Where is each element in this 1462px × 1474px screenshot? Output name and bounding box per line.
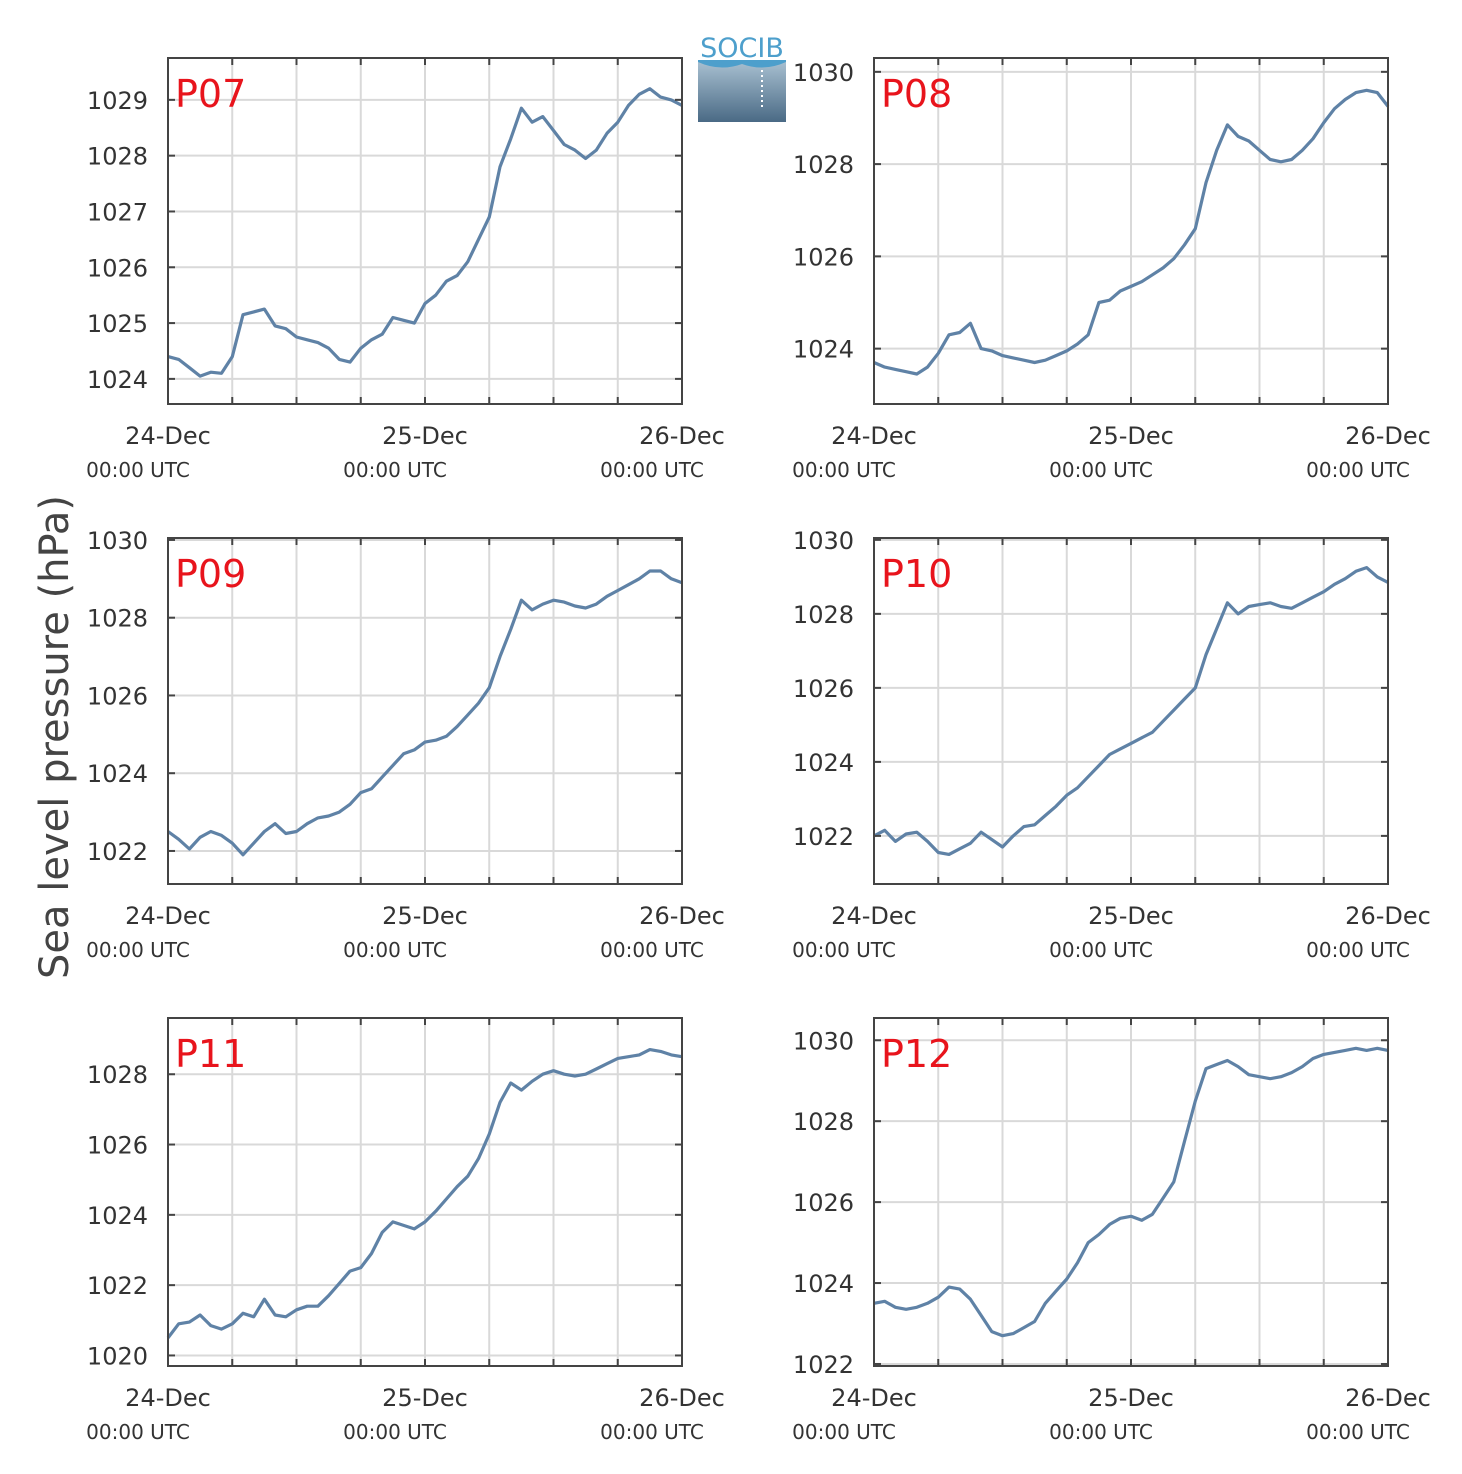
logo-wave-icon [698, 62, 786, 122]
pressure-line [167, 569, 683, 857]
y-tick-label: 1020 [87, 1342, 148, 1370]
pressure-line [873, 88, 1390, 376]
x-tick-utc-label: 00:00 UTC [600, 938, 704, 962]
x-tick-date-label: 25-Dec [382, 902, 468, 930]
x-tick-date-label: 24-Dec [831, 422, 917, 450]
y-tick-label: 1026 [87, 254, 148, 282]
x-tick-date-label: 26-Dec [639, 422, 725, 450]
y-tick-label: 1024 [793, 336, 854, 364]
y-tick-label: 1028 [793, 601, 854, 629]
pressure-line [167, 87, 683, 378]
y-tick-label: 1022 [87, 1272, 148, 1300]
y-tick-label: 1024 [87, 1202, 148, 1230]
y-tick-label: 1030 [793, 1027, 854, 1055]
x-tick-utc-label: 00:00 UTC [792, 1420, 896, 1444]
panel-p07: 1024 1025 1026 1027 1028 1029 24-Dec 00:00 UTC 2… [86, 57, 725, 482]
y-tick-label: 1026 [793, 243, 854, 271]
x-tick-utc-label: 00:00 UTC [1306, 938, 1410, 962]
x-tick-utc-label: 00:00 UTC [1306, 458, 1410, 482]
x-tick-utc-label: 00:00 UTC [343, 458, 447, 482]
y-tick-label: 1030 [793, 527, 854, 555]
x-tick-date-label: 24-Dec [125, 422, 211, 450]
x-tick-date-label: 26-Dec [639, 1384, 725, 1412]
y-tick-label: 1026 [793, 675, 854, 703]
y-tick-label: 1024 [793, 749, 854, 777]
x-tick-utc-label: 00:00 UTC [343, 1420, 447, 1444]
x-tick-date-label: 24-Dec [831, 1384, 917, 1412]
pressure-line [166, 1048, 683, 1339]
x-tick-utc-label: 00:00 UTC [343, 938, 447, 962]
y-tick-label: 1028 [87, 143, 148, 171]
y-tick-label: 1026 [87, 682, 148, 710]
pressure-line [873, 1046, 1389, 1338]
x-tick-utc-label: 00:00 UTC [1306, 1420, 1410, 1444]
y-tick-label: 1028 [87, 1061, 148, 1089]
panel-p12: 1022 1024 1026 1028 1030 24-Dec 00:00 UTC 25-De… [792, 1017, 1431, 1444]
x-tick-date-label: 24-Dec [125, 1384, 211, 1412]
panel-label: P11 [175, 1032, 246, 1076]
y-tick-label: 1026 [87, 1132, 148, 1160]
logo-wave-crest [698, 60, 786, 68]
x-tick-date-label: 24-Dec [125, 902, 211, 930]
x-tick-utc-label: 00:00 UTC [600, 1420, 704, 1444]
x-tick-utc-label: 00:00 UTC [600, 458, 704, 482]
x-tick-utc-label: 00:00 UTC [792, 938, 896, 962]
y-tick-label: 1030 [793, 59, 854, 87]
socib-logo: SOCIB [698, 33, 786, 122]
y-tick-label: 1022 [793, 1351, 854, 1379]
x-tick-date-label: 25-Dec [1088, 422, 1174, 450]
y-tick-label: 1029 [87, 87, 148, 115]
panel-p10: 1022 1024 1026 1028 1030 24-Dec 00:00 UTC 25-De… [792, 527, 1431, 962]
panel-label: P12 [881, 1032, 952, 1076]
y-tick-label: 1024 [87, 760, 148, 788]
y-tick-label: 1024 [87, 366, 148, 394]
panel-p08: 1024 1026 1028 1030 24-Dec 00:00 UTC 25-Dec 00:… [792, 57, 1431, 482]
x-tick-utc-label: 00:00 UTC [86, 1420, 190, 1444]
panels: 1024 1025 1026 1027 1028 1029 24-Dec 00:00 UTC 2… [86, 57, 1431, 1444]
x-tick-date-label: 26-Dec [1345, 1384, 1431, 1412]
x-tick-utc-label: 00:00 UTC [1049, 938, 1153, 962]
y-tick-label: 1025 [87, 310, 148, 338]
x-tick-utc-label: 00:00 UTC [86, 458, 190, 482]
logo-text: SOCIB [700, 33, 784, 64]
y-tick-label: 1026 [793, 1189, 854, 1217]
panel-label: P09 [175, 552, 246, 596]
y-tick-label: 1028 [793, 151, 854, 179]
y-tick-label: 1028 [793, 1108, 854, 1136]
x-tick-date-label: 26-Dec [639, 902, 725, 930]
x-tick-date-label: 25-Dec [1088, 902, 1174, 930]
panel-label: P10 [881, 552, 952, 596]
x-tick-date-label: 26-Dec [1345, 422, 1431, 450]
x-tick-date-label: 25-Dec [1088, 1384, 1174, 1412]
panel-p09: 1022 1024 1026 1028 1030 24-Dec 00:00 UTC 25-De… [86, 527, 725, 962]
y-tick-label: 1024 [793, 1270, 854, 1298]
y-tick-label: 1022 [793, 823, 854, 851]
y-tick-label: 1027 [87, 198, 148, 226]
x-tick-utc-label: 00:00 UTC [1049, 458, 1153, 482]
x-tick-date-label: 24-Dec [831, 902, 917, 930]
x-tick-utc-label: 00:00 UTC [792, 458, 896, 482]
y-tick-label: 1022 [87, 838, 148, 866]
x-tick-utc-label: 00:00 UTC [1049, 1420, 1153, 1444]
panel-p11: 1020 1022 1024 1026 1028 24-Dec 00:00 UTC 25-De… [86, 1017, 725, 1444]
y-tick-label: 1030 [87, 527, 148, 555]
panel-label: P07 [175, 72, 246, 116]
y-axis-label: Sea level pressure (hPa) [32, 495, 78, 979]
x-tick-date-label: 25-Dec [382, 1384, 468, 1412]
x-tick-date-label: 25-Dec [382, 422, 468, 450]
pressure-line [873, 566, 1389, 856]
y-tick-label: 1028 [87, 605, 148, 633]
x-tick-date-label: 26-Dec [1345, 902, 1431, 930]
panel-label: P08 [881, 72, 952, 116]
x-tick-utc-label: 00:00 UTC [86, 938, 190, 962]
